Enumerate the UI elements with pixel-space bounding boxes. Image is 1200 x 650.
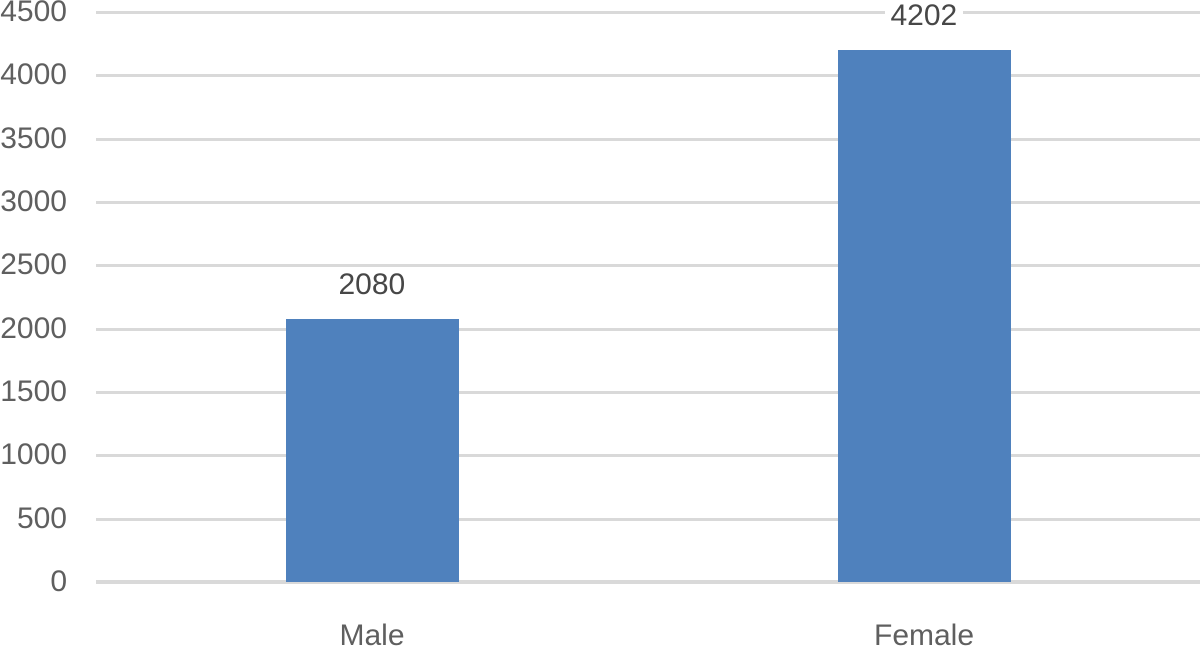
bar-male <box>285 318 459 582</box>
gridline <box>96 327 1200 331</box>
x-axis-line <box>96 580 1200 584</box>
gridline <box>96 137 1200 141</box>
y-axis-tick-label: 4000 <box>0 58 67 92</box>
y-axis-tick-label: 1500 <box>0 375 67 408</box>
y-axis-tick-label: 2000 <box>0 311 67 345</box>
y-axis-tick-label: 2500 <box>0 248 67 282</box>
y-axis-tick-label: 1000 <box>0 438 67 472</box>
gridline <box>96 391 1200 394</box>
gridline <box>96 201 1200 204</box>
gridline <box>96 517 1200 521</box>
y-axis-tick-label: 4500 <box>0 0 67 28</box>
category-label-male: Male <box>339 619 405 650</box>
gridline <box>96 74 1200 78</box>
data-label-male: 2080 <box>332 266 412 303</box>
bar-female <box>837 49 1011 582</box>
gridline <box>96 264 1200 268</box>
y-axis-tick-label: 3500 <box>0 121 67 155</box>
gridline <box>96 11 1200 14</box>
category-label-female: Female <box>874 619 975 650</box>
data-label-female: 4202 <box>884 0 964 34</box>
y-axis-tick-label: 500 <box>16 501 67 535</box>
gridline <box>96 454 1200 458</box>
y-axis-tick-label: 0 <box>50 565 67 598</box>
y-axis-tick-label: 3000 <box>0 185 67 218</box>
